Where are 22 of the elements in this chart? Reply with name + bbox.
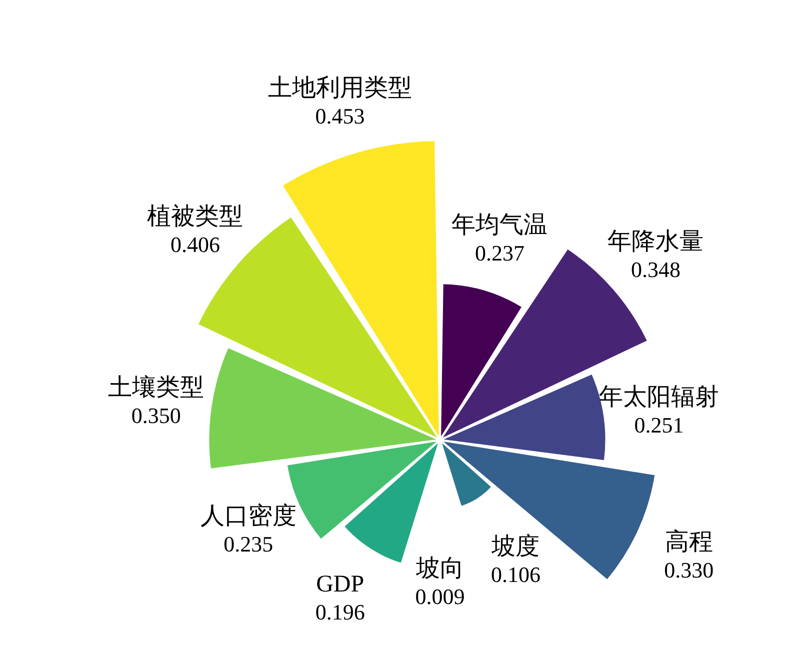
data-label: 0.235 bbox=[224, 532, 274, 556]
category-label: 高程 bbox=[664, 528, 713, 556]
data-label: 0.106 bbox=[490, 562, 540, 587]
category-label: 年太阳辐射 bbox=[598, 384, 719, 411]
category-label: 年均气温 bbox=[452, 212, 548, 239]
category-label: 坡向 bbox=[415, 556, 464, 582]
category-label: 年降水量 bbox=[608, 229, 704, 256]
data-label: 0.009 bbox=[415, 584, 465, 609]
data-label: 0.251 bbox=[634, 412, 684, 438]
data-label: 0.453 bbox=[315, 103, 365, 128]
category-label: 土壤类型 bbox=[108, 374, 204, 402]
data-label: 0.406 bbox=[170, 232, 220, 257]
data-label: 0.330 bbox=[664, 558, 714, 583]
data-label: 0.196 bbox=[315, 599, 365, 624]
category-label: GDP bbox=[316, 571, 364, 598]
data-label: 0.237 bbox=[474, 240, 524, 266]
category-label: 坡度 bbox=[490, 532, 540, 560]
data-label: 0.348 bbox=[630, 257, 680, 282]
data-label: 0.350 bbox=[131, 403, 181, 428]
category-label: 人口密度 bbox=[200, 502, 296, 530]
category-label: 土地利用类型 bbox=[268, 75, 412, 102]
category-label: 植被类型 bbox=[147, 204, 244, 230]
